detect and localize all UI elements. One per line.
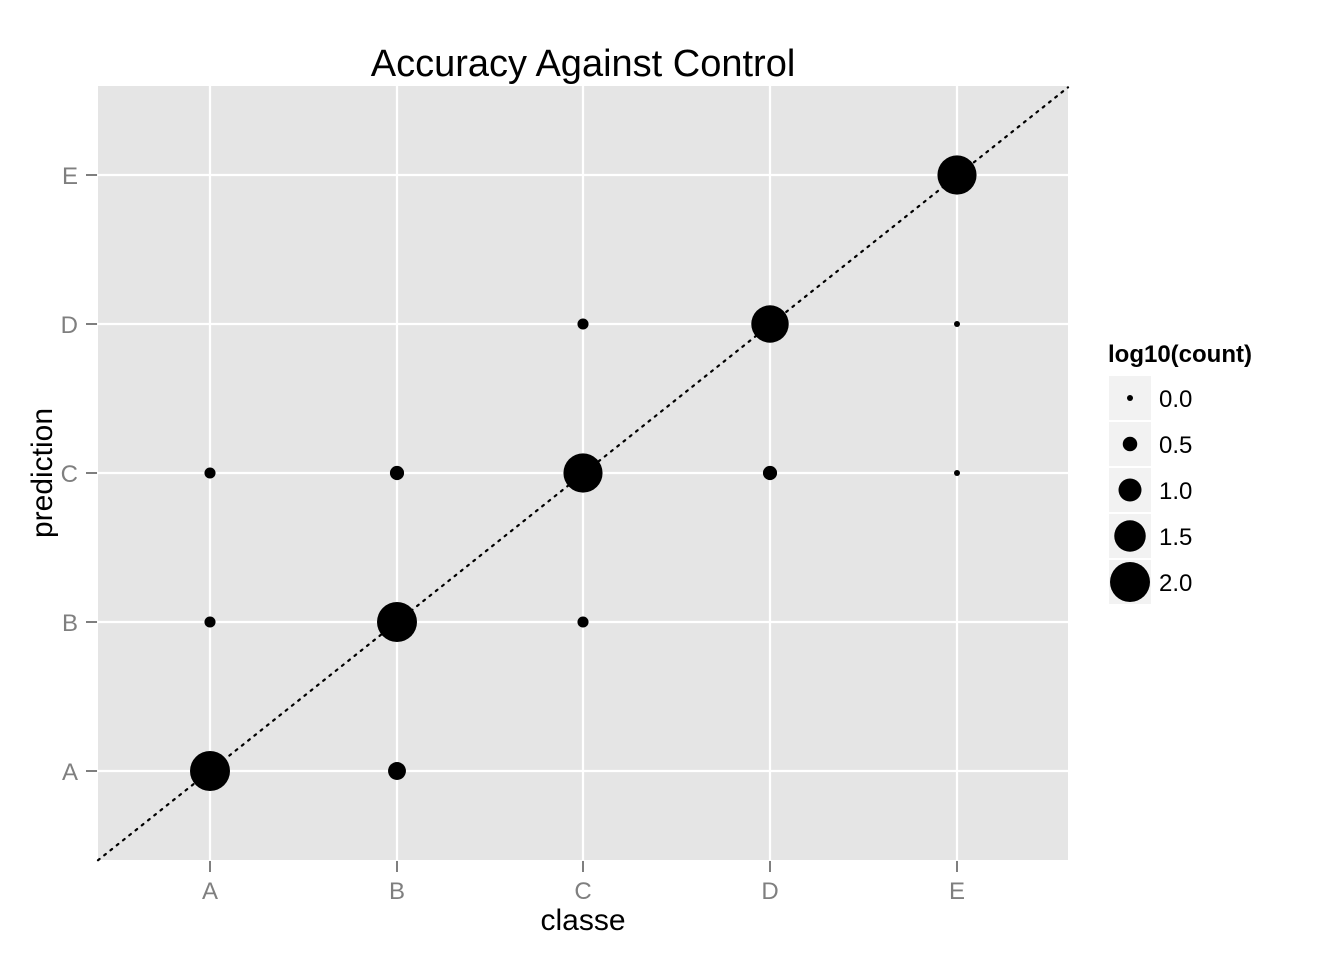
legend-title: log10(count) bbox=[1108, 341, 1252, 368]
x-tick-label-d: D bbox=[761, 878, 778, 905]
x-tick-label-b: B bbox=[389, 878, 405, 905]
point-a-a bbox=[190, 751, 230, 791]
legend-label-0: 0.0 bbox=[1159, 386, 1192, 413]
point-c-c bbox=[563, 453, 603, 493]
point-e-e bbox=[937, 155, 977, 195]
legend-point-4 bbox=[1110, 562, 1150, 602]
legend-label-2: 1.0 bbox=[1159, 478, 1192, 505]
legend-label-3: 1.5 bbox=[1159, 524, 1192, 551]
x-tick-label-c: C bbox=[574, 878, 591, 905]
point-e-c bbox=[954, 470, 960, 476]
x-tick-label-a: A bbox=[202, 878, 218, 905]
legend-point-1 bbox=[1122, 436, 1138, 452]
y-tick-label-d: D bbox=[61, 312, 78, 339]
y-axis-title: prediction bbox=[26, 408, 59, 538]
point-c-d bbox=[577, 318, 589, 330]
point-e-d bbox=[954, 321, 960, 327]
reference-line bbox=[96, 86, 1070, 862]
x-tick-label-e: E bbox=[949, 878, 965, 905]
legend-point-3 bbox=[1114, 520, 1146, 552]
x-axis-title: classe bbox=[540, 904, 625, 937]
point-c-b bbox=[577, 616, 589, 628]
point-a-c bbox=[204, 467, 216, 479]
point-d-c bbox=[762, 465, 778, 481]
point-b-b bbox=[377, 602, 417, 642]
point-b-a bbox=[388, 762, 406, 780]
y-tick-label-b: B bbox=[62, 610, 78, 637]
legend-point-0 bbox=[1127, 395, 1133, 401]
point-a-b bbox=[204, 616, 216, 628]
plot-panel bbox=[96, 86, 1070, 862]
point-b-c bbox=[389, 465, 405, 481]
y-tick-label-c: C bbox=[61, 461, 78, 488]
legend-point-2 bbox=[1118, 478, 1142, 502]
chart-title: Accuracy Against Control bbox=[371, 43, 796, 85]
y-tick-label-e: E bbox=[62, 163, 78, 190]
legend-label-4: 2.0 bbox=[1159, 570, 1192, 597]
y-axis: A B C D E bbox=[61, 163, 97, 786]
legend-label-1: 0.5 bbox=[1159, 432, 1192, 459]
x-axis: A B C D E bbox=[202, 861, 965, 905]
y-tick-label-a: A bbox=[62, 759, 78, 786]
point-d-d bbox=[751, 305, 789, 343]
size-legend: log10(count) 0.0 0.5 1.0 1.5 2.0 bbox=[1107, 341, 1252, 606]
